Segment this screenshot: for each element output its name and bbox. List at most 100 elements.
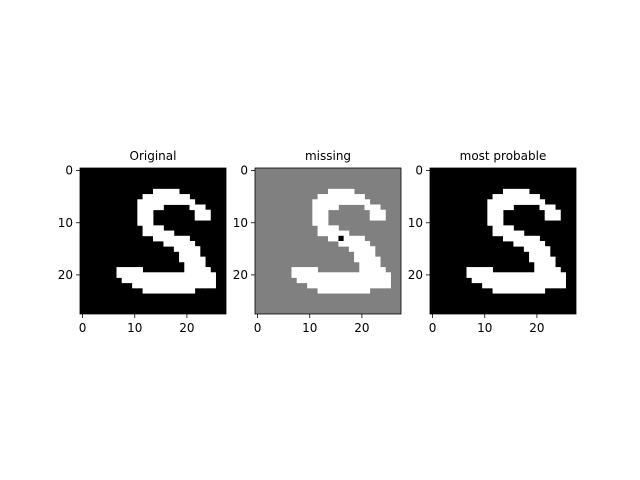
digit-pixel: [529, 241, 535, 247]
digit-pixel: [168, 235, 175, 242]
digit-pixel: [163, 241, 170, 247]
digit-pixel: [518, 277, 525, 284]
digit-pixel: [359, 251, 365, 258]
digit-pixel: [333, 277, 339, 284]
digit-pixel: [503, 282, 509, 289]
digit-pixel: [163, 194, 170, 200]
digit-pixel: [173, 282, 180, 289]
digit-pixel: [153, 287, 159, 294]
digit-pixel: [205, 272, 211, 278]
digit-pixel: [539, 256, 546, 263]
digit-pixel: [184, 251, 190, 258]
digit-pixel: [147, 220, 154, 226]
digit-pixel: [529, 194, 535, 200]
panel-title: Original: [130, 149, 177, 163]
digit-pixel: [158, 204, 164, 211]
digit-pixel: [487, 209, 493, 216]
digit-pixel: [121, 277, 128, 284]
digit-pixel: [322, 277, 329, 284]
digit-pixel: [194, 251, 201, 258]
digit-pixel: [374, 267, 381, 273]
digit-pixel: [338, 230, 345, 237]
digit-pixel: [184, 272, 190, 278]
digit-pixel: [359, 287, 365, 294]
digit-pixel: [147, 230, 154, 237]
digit-pixel: [534, 194, 540, 200]
digit-pixel: [492, 282, 499, 289]
digit-pixel: [317, 220, 324, 226]
digit-pixel: [137, 220, 143, 226]
digit-pixel: [534, 251, 540, 258]
digit-pixel: [518, 194, 525, 200]
digit-pixel: [168, 287, 175, 294]
digit-pixel: [199, 256, 206, 263]
digit-pixel: [158, 235, 164, 242]
digit-pixel: [471, 272, 478, 278]
digit-pixel: [142, 287, 149, 294]
digit-pixel: [147, 282, 154, 289]
digit-pixel: [168, 282, 175, 289]
digit-pixel: [354, 199, 360, 205]
digit-pixel: [343, 230, 350, 237]
digit-pixel: [508, 282, 514, 289]
digit-pixel: [354, 282, 360, 289]
digit-pixel: [179, 241, 185, 247]
digit-pixel: [523, 287, 530, 294]
digit-pixel: [385, 272, 391, 278]
digit-pixel: [529, 277, 535, 284]
digit-pixel: [518, 230, 525, 237]
digit-pixel: [539, 277, 546, 284]
digit-pixel: [374, 214, 381, 221]
digit-pixel: [312, 204, 318, 211]
digit-pixel: [153, 282, 159, 289]
y-tick-label: 20: [233, 268, 248, 282]
digit-pixel: [539, 287, 546, 294]
digit-pixel: [312, 209, 318, 216]
digit-pixel: [544, 214, 551, 221]
digit-pixel: [142, 230, 149, 237]
digit-pixel: [317, 194, 324, 200]
digit-pixel: [513, 241, 520, 247]
digit-pixel: [132, 267, 138, 273]
digit-pixel: [534, 235, 540, 242]
digit-pixel: [523, 188, 530, 195]
digit-pixel: [338, 272, 345, 278]
digit-pixel: [529, 256, 535, 263]
digit-pixel: [466, 267, 473, 273]
digit-pixel: [173, 287, 180, 294]
digit-pixel: [555, 267, 561, 273]
digit-pixel: [153, 235, 159, 242]
digit-pixel: [560, 272, 566, 278]
digit-pixel: [158, 287, 164, 294]
digit-pixel: [529, 282, 535, 289]
digit-pixel: [513, 272, 520, 278]
digit-pixel: [147, 277, 154, 284]
digit-pixel: [199, 214, 206, 221]
digit-pixel: [539, 241, 546, 247]
digit-pixel: [374, 272, 381, 278]
digit-pixel: [348, 282, 355, 289]
digit-pixel: [539, 204, 546, 211]
digit-pixel: [555, 209, 561, 216]
digit-pixel: [322, 272, 329, 278]
digit-pixel: [544, 209, 551, 216]
digit-pixel: [296, 267, 303, 273]
digit-pixel: [322, 230, 329, 237]
digit-pixel: [333, 194, 339, 200]
digit-pixel: [184, 267, 190, 273]
digit-pixel: [497, 199, 504, 205]
digit-pixel: [307, 272, 313, 278]
digit-pixel: [549, 277, 556, 284]
digit-pixel: [555, 282, 561, 289]
digit-pixel: [476, 267, 483, 273]
digit-pixel: [126, 267, 133, 273]
digit-pixel: [534, 267, 540, 273]
digit-pixel: [508, 188, 514, 195]
digit-pixel: [328, 277, 334, 284]
digit-pixel: [354, 246, 360, 252]
digit-pixel: [555, 214, 561, 221]
digit-pixel: [153, 188, 159, 195]
digit-pixel: [513, 199, 520, 205]
digit-pixel: [343, 272, 350, 278]
digit-pixel: [364, 277, 371, 284]
